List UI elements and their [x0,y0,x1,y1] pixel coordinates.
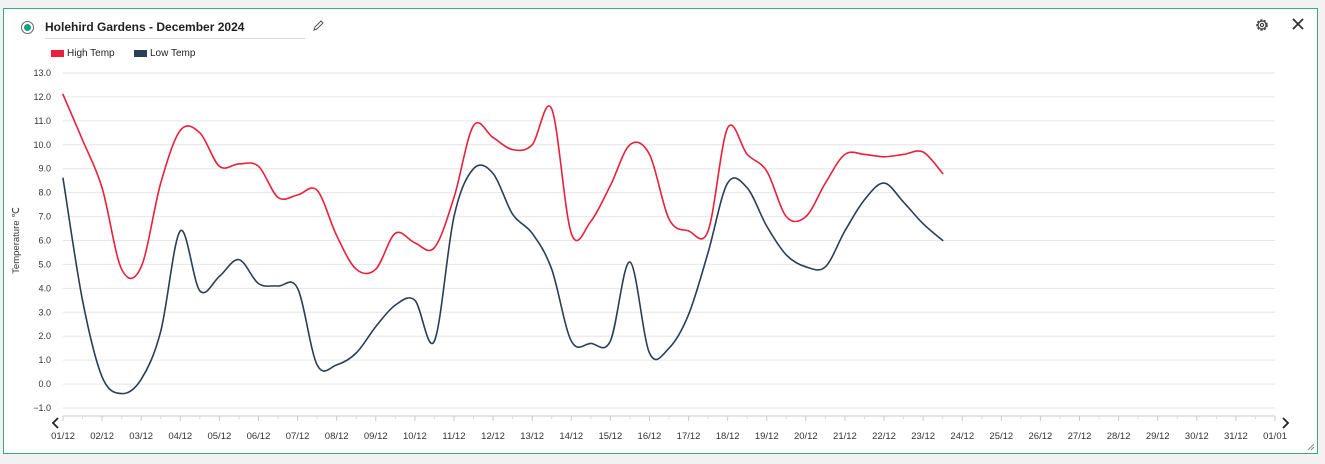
x-tick-label: 07/12 [286,431,310,442]
x-tick-label: 01/12 [51,431,75,442]
x-tick-label: 26/12 [1029,431,1053,442]
x-tick-label: 05/12 [207,431,231,442]
x-tick-label: 27/12 [1068,431,1092,442]
y-tick-label: 9.0 [38,164,51,174]
x-tick-label: 30/12 [1185,431,1209,442]
x-tick-label: 20/12 [794,431,818,442]
x-tick-label: 15/12 [598,431,622,442]
y-tick-label: 3.0 [38,307,51,317]
x-tick-label: 25/12 [989,431,1013,442]
y-axis-title: Temperature ℃ [11,207,22,274]
chart-panel: Holehird Gardens - December 2024 High Te… [3,8,1318,454]
x-tick-label: 06/12 [247,431,271,442]
x-tick-label: 09/12 [364,431,388,442]
x-tick-label: 17/12 [677,431,701,442]
y-tick-label: 4.0 [38,283,51,293]
y-tick-label: 8.0 [38,188,51,198]
y-tick-label: 1.0 [38,355,51,365]
y-tick-label: 10.0 [33,140,51,150]
legend-label-high: High Temp [67,48,115,59]
x-tick-label: 01/01 [1263,431,1287,442]
x-tick-label: 24/12 [950,431,974,442]
x-tick-label: 28/12 [1107,431,1131,442]
x-tick-label: 04/12 [168,431,192,442]
x-tick-label: 29/12 [1146,431,1170,442]
y-tick-label: 0.0 [38,379,51,389]
legend-label-low: Low Temp [150,48,196,59]
x-tick-label: 18/12 [716,431,740,442]
gear-icon[interactable] [1254,17,1270,33]
series-line-high-temp [62,93,944,280]
legend-swatch-high [51,50,64,57]
resize-grip-icon[interactable] [1307,443,1315,451]
y-tick-label: 12.0 [33,92,51,102]
chart-title-input[interactable]: Holehird Gardens - December 2024 [45,20,305,39]
x-tick-label: 22/12 [872,431,896,442]
legend-swatch-low [134,50,147,57]
x-tick-label: 19/12 [755,431,779,442]
x-tick-label: 23/12 [911,431,935,442]
close-icon[interactable] [1291,17,1305,31]
x-tick-label: 02/12 [90,431,114,442]
x-tick-label: 14/12 [559,431,583,442]
x-tick-label: 13/12 [520,431,544,442]
x-tick-label: 12/12 [481,431,505,442]
y-tick-label: −1.0 [33,403,51,413]
chevron-right-icon[interactable] [1282,417,1290,429]
x-tick-label: 11/12 [442,431,465,442]
y-tick-label: 7.0 [38,212,51,222]
y-tick-label: 11.0 [34,116,51,126]
pencil-icon[interactable] [311,19,325,33]
y-tick-label: 13.0 [33,68,51,78]
y-tick-label: 6.0 [38,236,51,246]
series-line-low-temp [62,164,944,395]
x-tick-label: 08/12 [325,431,349,442]
x-tick-label: 16/12 [638,431,662,442]
x-tick-label: 10/12 [403,431,427,442]
y-tick-label: 5.0 [38,259,51,269]
x-tick-label: 03/12 [129,431,153,442]
y-tick-label: 2.0 [38,331,51,341]
line-chart: 13.0 12.0 11.0 10.0 9.0 8.0 7.0 6.0 5.0 4.0 3.0 2.0… [11,68,1290,442]
x-tick-label: 21/12 [833,431,857,442]
radio-selected-icon[interactable] [21,21,34,34]
chevron-left-icon[interactable] [51,417,59,429]
x-tick-label: 31/12 [1224,431,1248,442]
